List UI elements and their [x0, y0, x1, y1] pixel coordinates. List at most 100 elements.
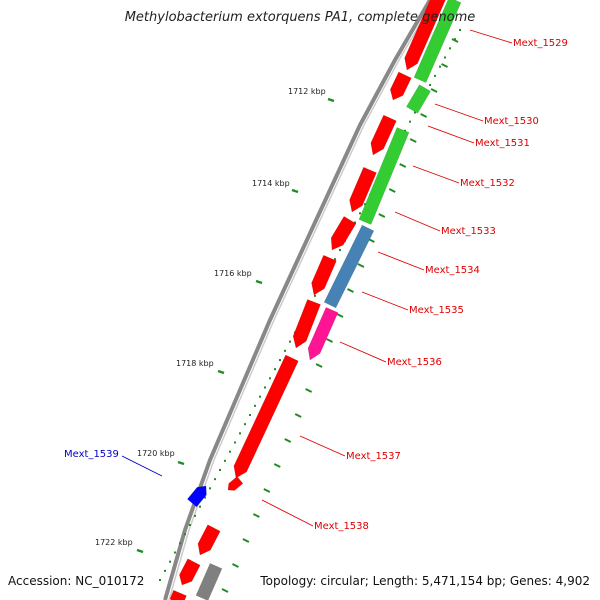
ruler-dot: [409, 120, 411, 123]
gene-green: [358, 127, 410, 225]
ruler-dot: [239, 432, 241, 435]
ruler-dot: [359, 212, 361, 215]
ruler-dot: [279, 359, 281, 361]
ruler-dot: [459, 29, 461, 31]
ruler-dot: [449, 47, 451, 50]
ruler-dot: [164, 569, 166, 572]
leader-line: [377, 251, 425, 271]
strand-tick: [273, 463, 281, 468]
gene-features: [169, 0, 462, 600]
leader-line: [261, 499, 314, 527]
strand-tick: [357, 263, 365, 268]
scale-label: 1720 kbp: [137, 449, 175, 458]
scale-label: 1718 kbp: [176, 359, 214, 368]
ruler-dot: [439, 65, 441, 68]
gene-red: [197, 524, 221, 556]
gene-red: [311, 254, 337, 296]
scale-label: 1714 kbp: [252, 179, 290, 188]
ruler-dot: [454, 38, 456, 41]
ruler-dot: [229, 450, 231, 453]
ruler-dot: [444, 56, 446, 59]
leader-line: [434, 103, 484, 122]
gene-label: Mext_1532: [460, 178, 515, 189]
scale-major-tick: [255, 279, 263, 285]
leader-line: [339, 341, 387, 363]
ruler-dot: [159, 579, 161, 581]
scale-labels: 1712 kbp 1714 kbp 1716 kbp 1718 kbp 1720 kbp…: [95, 87, 335, 554]
strand-tick: [232, 563, 239, 568]
scale-major-tick: [217, 369, 225, 375]
gene-red: [292, 299, 321, 349]
gene-label: Mext_1537: [346, 451, 401, 462]
gene-red: [227, 476, 244, 491]
ruler-dot: [214, 478, 216, 481]
ruler-dot: [269, 377, 271, 380]
map-title: Methylobacterium extorquens PA1, complet…: [124, 10, 476, 25]
ruler-dot: [199, 505, 201, 508]
leader-line: [361, 291, 409, 311]
strand-tick: [336, 313, 344, 318]
leader-line: [412, 165, 460, 184]
gene-red: [404, 0, 446, 71]
ruler-dot: [234, 441, 236, 444]
scale-major-tick: [136, 548, 144, 554]
ruler-dot: [179, 542, 181, 545]
ruler-dot: [339, 249, 341, 251]
gene-label: Mext_1539: [64, 449, 119, 460]
ruler-dot: [414, 111, 416, 114]
scale-label: 1722 kbp: [95, 538, 133, 547]
strand-tick: [409, 138, 417, 143]
strand-tick: [388, 188, 396, 193]
leader-line: [469, 29, 513, 44]
ruler-dot: [254, 404, 256, 407]
ruler-dot: [169, 560, 171, 563]
gene-pink: [307, 307, 339, 361]
ruler-dot: [204, 496, 206, 499]
ruler-dot: [334, 258, 336, 261]
ruler-dot: [189, 524, 191, 526]
leader-line: [299, 435, 346, 457]
gene-red: [390, 71, 412, 101]
gene-blue: [187, 485, 207, 508]
ruler-dot: [249, 414, 251, 416]
gene-green: [406, 84, 431, 114]
summary-text: Topology: circular; Length: 5,471,154 bp…: [260, 574, 590, 588]
label-leaders: [121, 29, 513, 527]
gene-label: Mext_1529: [513, 38, 568, 49]
gene-green: [413, 0, 462, 83]
strand-tick: [326, 338, 333, 343]
ruler-dot: [264, 386, 266, 389]
strand-tick: [305, 388, 313, 393]
scale-major-tick: [177, 460, 185, 466]
scale-label: 1716 kbp: [214, 269, 252, 278]
scale-label: 1712 kbp: [288, 87, 326, 96]
ruler-dot: [174, 551, 176, 554]
gene-red: [233, 354, 299, 479]
strand-tick: [263, 488, 271, 493]
gene-labels: Mext_1529 Mext_1530 Mext_1531 Mext_1532 Mext…: [64, 38, 568, 532]
gene-grey: [195, 563, 223, 600]
gene-steelblue: [323, 224, 375, 309]
leader-line: [427, 125, 475, 144]
ruler-dot: [219, 469, 221, 471]
strand-tick: [242, 538, 250, 543]
gene-red: [179, 558, 201, 586]
ruler-dot: [224, 459, 226, 462]
strand-tick: [430, 88, 438, 93]
ruler-dot: [209, 487, 211, 490]
strand-tick: [378, 213, 386, 218]
ruler-dot: [274, 368, 276, 371]
scale-major-tick: [327, 97, 335, 103]
gene-label: Mext_1536: [387, 357, 442, 368]
leader-line: [121, 455, 163, 477]
ruler-dot: [434, 74, 436, 77]
ruler-dot: [284, 349, 286, 352]
ruler-dot: [354, 221, 356, 224]
strand-tick: [221, 588, 229, 593]
strand-tick: [284, 438, 292, 443]
ruler-dot: [314, 294, 316, 297]
ruler-dot: [289, 340, 291, 343]
gene-red: [330, 216, 357, 251]
gene-red: [169, 589, 187, 600]
